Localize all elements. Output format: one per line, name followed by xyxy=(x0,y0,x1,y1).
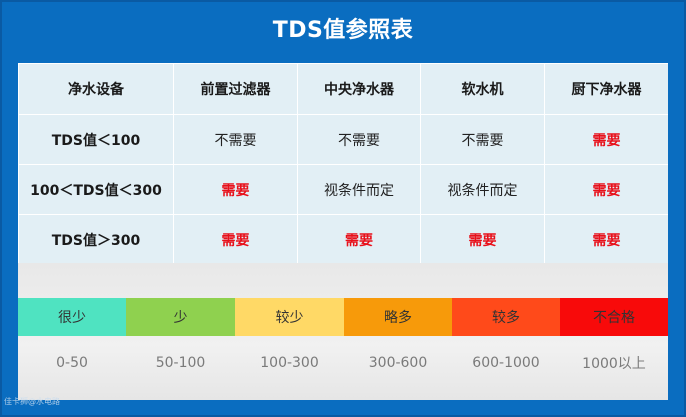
range-label: 1000以上 xyxy=(582,356,646,372)
level-slightly-high: 略多 xyxy=(344,298,452,336)
table-cell: 需要 xyxy=(173,214,298,265)
table-row: 100＜TDS值＜300 需要 视条件而定 视条件而定 需要 xyxy=(18,164,668,215)
table-cell: 不需要 xyxy=(173,114,298,165)
table-row: TDS值＞300 需要 需要 需要 需要 xyxy=(18,214,668,265)
range-label: 0-50 xyxy=(56,355,88,371)
row-label: TDS值＞300 xyxy=(18,214,174,265)
header-undersink-purifier: 厨下净水器 xyxy=(544,63,668,115)
level-very-low: 很少 xyxy=(18,298,126,336)
table-cell: 不需要 xyxy=(297,114,421,165)
tds-table: 净水设备 前置过滤器 中央净水器 软水机 厨下净水器 TDS值＜100 不需要 … xyxy=(18,63,668,265)
header-softener: 软水机 xyxy=(420,63,545,115)
watermark-text: 佳卡狮@水电路 xyxy=(4,397,60,406)
level-fairly-low: 较少 xyxy=(235,298,344,336)
range-label: 600-1000 xyxy=(472,355,540,371)
tds-card: 净水设备 前置过滤器 中央净水器 软水机 厨下净水器 TDS值＜100 不需要 … xyxy=(18,63,668,400)
table-row: TDS值＜100 不需要 不需要 不需要 需要 xyxy=(18,114,668,165)
table-cell: 需要 xyxy=(544,214,668,265)
row-label: TDS值＜100 xyxy=(18,114,174,165)
page-title: TDS值参照表 xyxy=(272,18,414,43)
table-cell: 需要 xyxy=(544,164,668,215)
level-high: 较多 xyxy=(452,298,560,336)
table-cell: 需要 xyxy=(297,214,421,265)
table-cell: 视条件而定 xyxy=(420,164,545,215)
tds-level-scale: 很少 少 较少 略多 较多 不合格 xyxy=(18,298,668,336)
header-device: 净水设备 xyxy=(18,63,174,115)
level-unqualified: 不合格 xyxy=(560,298,668,336)
table-header-row: 净水设备 前置过滤器 中央净水器 软水机 厨下净水器 xyxy=(18,63,668,115)
table-cell: 需要 xyxy=(544,114,668,165)
table-cell: 视条件而定 xyxy=(297,164,421,215)
range-label: 300-600 xyxy=(368,355,428,371)
level-low: 少 xyxy=(126,298,235,336)
range-label: 50-100 xyxy=(155,355,206,371)
table-cell: 需要 xyxy=(420,214,545,265)
range-label: 100-300 xyxy=(260,355,319,371)
table-cell: 不需要 xyxy=(420,114,545,165)
table-cell: 需要 xyxy=(173,164,298,215)
row-label: 100＜TDS值＜300 xyxy=(18,164,174,215)
header-prefilter: 前置过滤器 xyxy=(173,63,298,115)
header-central-purifier: 中央净水器 xyxy=(297,63,421,115)
tds-range-labels: 0-50 50-100 100-300 300-600 600-1000 100… xyxy=(18,351,668,375)
